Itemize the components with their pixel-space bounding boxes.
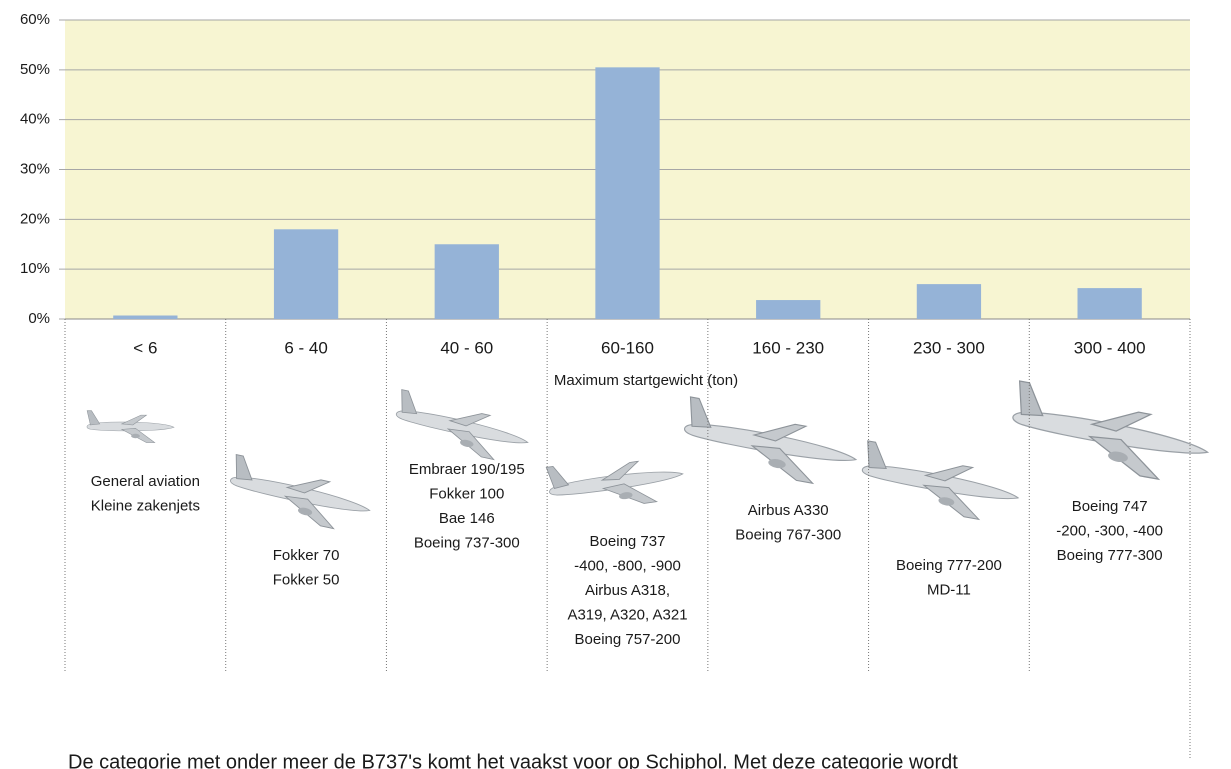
aircraft-label: Kleine zakenjets (91, 497, 200, 514)
bar (916, 284, 982, 319)
y-tick-label: 10% (20, 260, 50, 277)
aircraft-label: Boeing 737-300 (414, 534, 520, 551)
airplane-icon (224, 454, 376, 536)
aircraft-label: -200, -300, -400 (1056, 522, 1163, 539)
aircraft-label: Airbus A318, (585, 582, 670, 599)
x-tick-label: < 6 (133, 338, 157, 357)
airplane-icon (1006, 380, 1215, 488)
airplane-icon (856, 440, 1024, 526)
airplane-icon (678, 396, 863, 491)
aircraft-label: Boeing 737 (590, 533, 666, 550)
aircraft-label: General aviation (91, 473, 200, 490)
aircraft-label: Bae 146 (439, 510, 495, 527)
y-tick-label: 40% (20, 111, 50, 128)
airplane-icon (545, 448, 687, 517)
aircraft-label: MD-11 (927, 581, 971, 598)
bar (273, 229, 339, 319)
airplane-icon (86, 410, 175, 443)
x-tick-label: 230 - 300 (913, 338, 985, 357)
aircraft-label: Boeing 747 (1072, 498, 1148, 515)
x-tick-label: 300 - 400 (1074, 338, 1146, 357)
y-tick-label: 30% (20, 160, 50, 177)
caption: De categorie met onder meer de B737's ko… (68, 751, 958, 769)
y-tick-label: 20% (20, 210, 50, 227)
x-tick-label: 160 - 230 (752, 338, 824, 357)
aircraft-label: Fokker 50 (273, 571, 340, 588)
airplane-icon (390, 389, 534, 467)
y-tick-label: 0% (28, 310, 50, 327)
bar (595, 67, 660, 319)
x-tick-label: 60-160 (601, 338, 654, 357)
bar (113, 315, 178, 319)
aircraft-label: -400, -800, -900 (574, 557, 681, 574)
aircraft-label: Boeing 777-300 (1057, 547, 1163, 564)
x-axis-label: Maximum startgewicht (ton) (554, 372, 738, 389)
aircraft-label: Boeing 757-200 (575, 631, 681, 648)
aircraft-label: Fokker 70 (273, 547, 340, 564)
aircraft-label: Boeing 777-200 (896, 557, 1002, 574)
bar (756, 300, 821, 319)
aircraft-label: Boeing 767-300 (735, 526, 841, 543)
y-tick-label: 50% (20, 61, 50, 78)
aircraft-label: Embraer 190/195 (409, 461, 525, 478)
bar (434, 244, 499, 319)
aircraft-label: Fokker 100 (429, 485, 504, 502)
aircraft-label: Airbus A330 (748, 502, 829, 519)
y-tick-label: 60% (20, 11, 50, 28)
aircraft-label: A319, A320, A321 (567, 606, 687, 623)
bar (1077, 288, 1142, 319)
x-tick-label: 40 - 60 (440, 338, 493, 357)
x-tick-label: 6 - 40 (284, 338, 327, 357)
